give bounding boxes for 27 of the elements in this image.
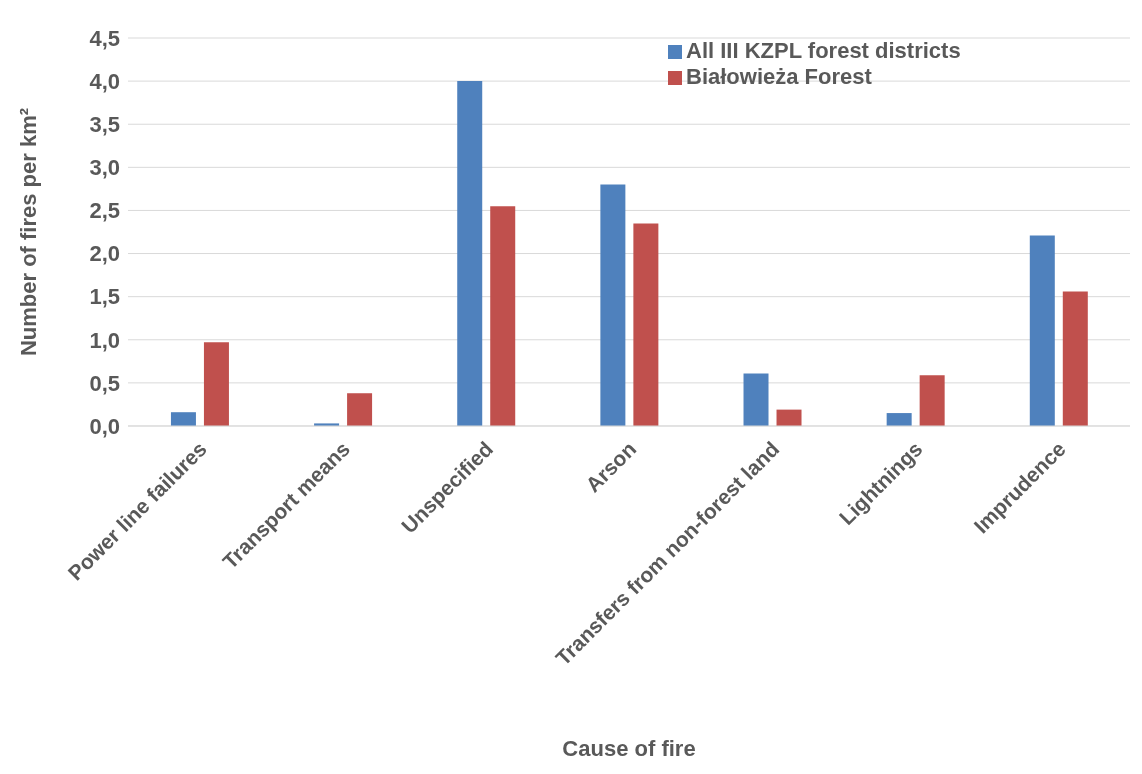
- y-axis-title: Number of fires per km²: [15, 107, 41, 357]
- bar: [1062, 291, 1088, 426]
- y-tick-label: 1,5: [89, 284, 120, 310]
- y-tick-label: 3,0: [89, 155, 120, 181]
- y-tick-label: 0,0: [89, 413, 120, 439]
- bar: [490, 206, 516, 426]
- y-tick-label: 4,5: [89, 25, 120, 51]
- bar: [1029, 235, 1055, 426]
- bar: [600, 184, 626, 426]
- bar: [919, 375, 945, 426]
- y-tick-label: 2,5: [89, 198, 120, 224]
- y-tick-label: 4,0: [89, 68, 120, 94]
- bar: [457, 81, 483, 426]
- legend-label: All III KZPL forest districts: [686, 38, 961, 63]
- y-tick-label: 2,0: [89, 241, 120, 267]
- bar: [347, 393, 373, 426]
- bar: [203, 342, 229, 426]
- bar: [743, 373, 769, 426]
- legend-label: Białowieża Forest: [686, 64, 872, 89]
- bar: [776, 409, 802, 426]
- bar: [170, 412, 196, 426]
- y-tick-label: 3,5: [89, 112, 120, 138]
- y-tick-label: 1,0: [89, 327, 120, 353]
- bar: [886, 413, 912, 426]
- bar: [633, 223, 659, 426]
- y-tick-label: 0,5: [89, 370, 120, 396]
- x-axis-title: Cause of fire: [562, 736, 696, 761]
